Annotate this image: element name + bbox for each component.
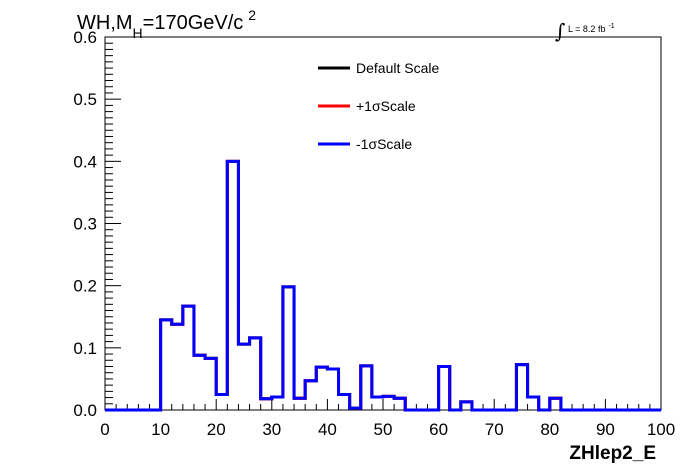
y-tick-label: 0.0 [73,401,97,420]
x-tick-label: 20 [207,420,226,439]
x-tick-label: 0 [100,420,109,439]
series-2 [105,159,661,412]
chart-title-superscript: 2 [248,7,256,23]
y-tick-label: 0.6 [73,28,97,47]
y-tick-label: 0.3 [73,215,97,234]
x-tick-label: 40 [318,420,337,439]
chart-title-rest: =170GeV/c [143,12,244,34]
y-tick-label: 0.5 [73,90,97,109]
x-tick-label: 50 [374,420,393,439]
x-axis-label: ZHlep2_E [569,443,656,464]
y-tick-label: 0.4 [73,152,97,171]
chart-title: WH,MH=170GeV/c 2 [77,7,256,41]
y-tick-label: 0.1 [73,339,97,358]
x-tick-label: 70 [485,420,504,439]
legend: Default Scale +1σScale -1σScale [318,60,439,152]
legend-entry-label: +1σScale [356,98,416,114]
lumi-label-text: L = 8.2 fb [568,24,605,34]
legend-entry-label: Default Scale [356,60,439,76]
lumi-label: L = 8.2 fb -1 [568,23,615,34]
series-group [105,159,661,412]
lumi-integral-symbol: ∫ [555,19,565,43]
x-tick-label: 60 [429,420,448,439]
x-tick-label: 80 [540,420,559,439]
x-tick-label: 10 [151,420,170,439]
axes-group: 0 10 20 30 40 50 60 70 80 90 100 0.0 0.1 0.2 0.3 0.4 0.5… [73,28,675,439]
chart-title-main: WH,M [77,12,133,34]
chart-title-subscript: H [133,25,143,41]
x-tick-label: 100 [647,420,675,439]
histogram-line [105,159,661,412]
x-tick-label: 30 [262,420,281,439]
lumi-label-superscript: -1 [608,23,614,30]
y-tick-label: 0.2 [73,277,97,296]
legend-entry-label: -1σScale [356,136,412,152]
x-tick-label: 90 [596,420,615,439]
